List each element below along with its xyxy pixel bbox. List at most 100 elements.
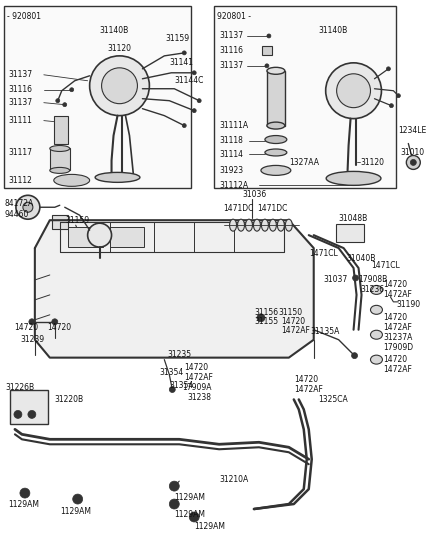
Text: 31237A: 31237A <box>384 333 413 342</box>
Bar <box>68 227 103 247</box>
Text: 84172A: 84172A <box>5 199 34 208</box>
Circle shape <box>14 410 22 419</box>
Text: 94460: 94460 <box>5 210 29 219</box>
Text: 31354: 31354 <box>159 368 184 377</box>
Text: 31155: 31155 <box>254 317 278 326</box>
Ellipse shape <box>54 174 90 186</box>
Ellipse shape <box>253 219 260 231</box>
Circle shape <box>169 481 179 491</box>
Ellipse shape <box>267 122 285 129</box>
Text: 31354: 31354 <box>169 381 194 390</box>
Text: 31037: 31037 <box>324 275 348 285</box>
Ellipse shape <box>285 219 292 231</box>
Text: 31159: 31159 <box>165 34 190 44</box>
Text: 31116: 31116 <box>8 85 32 94</box>
Text: 31150: 31150 <box>279 308 303 317</box>
Ellipse shape <box>50 167 70 173</box>
Text: 14720: 14720 <box>294 375 318 384</box>
Polygon shape <box>35 220 314 358</box>
Text: 1472AF: 1472AF <box>384 365 412 374</box>
Bar <box>110 227 145 247</box>
Ellipse shape <box>229 219 236 231</box>
Bar <box>262 46 272 55</box>
Circle shape <box>70 88 74 91</box>
Text: 31226B: 31226B <box>5 383 34 392</box>
Text: 31040B: 31040B <box>346 253 376 263</box>
Text: 1129AM: 1129AM <box>174 493 205 501</box>
Text: 1129AM: 1129AM <box>174 511 205 520</box>
Text: 14720: 14720 <box>384 313 407 322</box>
Text: 31137: 31137 <box>219 31 243 40</box>
Text: 14720: 14720 <box>281 317 305 326</box>
Circle shape <box>352 275 359 281</box>
Text: 1472AF: 1472AF <box>281 326 310 335</box>
Text: 1472AF: 1472AF <box>384 291 412 299</box>
Text: 17909D: 17909D <box>384 343 414 352</box>
Ellipse shape <box>326 172 381 185</box>
Text: 14720: 14720 <box>47 323 71 332</box>
Text: 1471DC: 1471DC <box>223 204 253 213</box>
Text: 31137: 31137 <box>219 61 243 70</box>
Text: 31137: 31137 <box>8 98 32 107</box>
Circle shape <box>182 51 186 55</box>
Ellipse shape <box>371 286 382 294</box>
Circle shape <box>102 68 137 104</box>
Circle shape <box>23 202 33 212</box>
Text: 31235: 31235 <box>167 350 191 359</box>
Text: 1471DC: 1471DC <box>257 204 288 213</box>
Text: 31116: 31116 <box>219 46 243 55</box>
Ellipse shape <box>278 219 284 231</box>
Text: 31159: 31159 <box>66 216 90 225</box>
Text: 31144C: 31144C <box>174 76 204 85</box>
Text: 14720: 14720 <box>384 280 407 289</box>
Circle shape <box>169 499 179 509</box>
Text: 31236: 31236 <box>361 286 385 294</box>
Text: 17909A: 17909A <box>182 383 212 392</box>
Circle shape <box>265 64 269 68</box>
Bar <box>267 71 285 125</box>
Bar <box>50 148 70 171</box>
Text: 31190: 31190 <box>396 300 420 309</box>
Circle shape <box>192 109 196 112</box>
Bar <box>214 6 396 188</box>
Ellipse shape <box>371 355 382 364</box>
Circle shape <box>182 124 186 128</box>
Circle shape <box>29 319 35 325</box>
Circle shape <box>406 155 420 169</box>
Text: 31140B: 31140B <box>319 26 348 36</box>
Ellipse shape <box>261 165 291 175</box>
Text: 1325CA: 1325CA <box>319 395 349 404</box>
Text: 31210A: 31210A <box>219 475 249 484</box>
Circle shape <box>73 494 83 504</box>
Text: 31112A: 31112A <box>219 181 248 190</box>
Text: 1129AM: 1129AM <box>60 506 91 515</box>
Text: 31111: 31111 <box>8 116 32 125</box>
Circle shape <box>267 34 271 38</box>
Circle shape <box>52 319 58 325</box>
Text: 31036: 31036 <box>242 190 266 199</box>
Circle shape <box>197 98 201 103</box>
Circle shape <box>169 386 175 393</box>
Ellipse shape <box>371 306 382 314</box>
Circle shape <box>16 195 40 219</box>
Ellipse shape <box>371 330 382 339</box>
Ellipse shape <box>50 145 70 152</box>
Circle shape <box>28 410 36 419</box>
Text: 31135A: 31135A <box>311 327 340 336</box>
Circle shape <box>396 94 401 98</box>
Text: 1472AF: 1472AF <box>184 373 213 382</box>
Text: 31923: 31923 <box>219 166 243 175</box>
Circle shape <box>90 56 149 116</box>
Circle shape <box>336 74 371 108</box>
Text: 31120: 31120 <box>107 45 132 53</box>
Text: 1327AA: 1327AA <box>289 158 319 167</box>
Circle shape <box>386 67 391 71</box>
Ellipse shape <box>265 149 287 156</box>
Text: 14720: 14720 <box>184 363 208 372</box>
Text: 31220B: 31220B <box>55 395 84 404</box>
Text: 31141: 31141 <box>169 58 193 67</box>
Circle shape <box>189 512 199 522</box>
Text: 31117: 31117 <box>8 148 32 157</box>
Text: 920801 -: 920801 - <box>217 11 251 20</box>
Text: - 920801: - 920801 <box>7 11 41 20</box>
